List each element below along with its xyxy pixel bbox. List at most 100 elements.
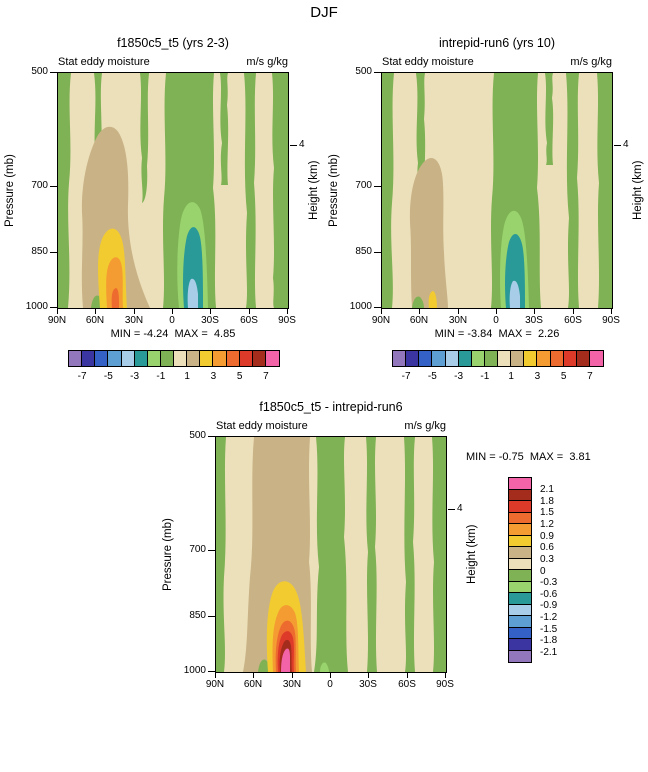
variable-label: Stat eddy moisture (382, 56, 474, 68)
tick-mark (573, 309, 574, 314)
pressure-tick-label: 700 (355, 180, 372, 191)
colorbar-tick-label: -7 (401, 371, 411, 382)
contour-region (106, 257, 123, 308)
colorbar-cell (432, 351, 446, 366)
colorbar-cell (509, 501, 531, 513)
tick-mark (381, 309, 382, 314)
tick-mark (368, 673, 369, 678)
colorbar-tick-label: 1.2 (540, 519, 554, 530)
lat-tick-label: 60N (409, 315, 429, 326)
negative-core (500, 210, 529, 308)
colorbar-tick-label: 7 (587, 371, 593, 382)
pressure-tick-label: 1000 (25, 301, 48, 312)
lat-tick-label: 30S (359, 679, 377, 690)
colorbar-tick-label: 5 (560, 371, 567, 382)
lat-tick-label: 90N (47, 315, 67, 326)
contour-region (597, 73, 612, 308)
contour-region (428, 291, 437, 308)
units-label: m/s g/kg (570, 56, 612, 68)
colorbar-tick-label: 0.6 (540, 542, 554, 554)
colorbar-cell (82, 351, 96, 366)
tick-mark (611, 309, 612, 314)
contour-plot (57, 72, 289, 309)
contour-region (545, 73, 554, 165)
contour-region (258, 659, 270, 672)
tick-mark (330, 673, 331, 678)
colorbar-tick-label: 7 (263, 371, 269, 382)
colorbar-tick-label: 2.1 (540, 484, 554, 496)
units-label: m/s g/kg (404, 420, 446, 432)
colorbar-horizontal: -7 -5 -3 -1 1 3 5 7 (68, 350, 282, 388)
colorbar-cell (393, 351, 407, 366)
minmax-stats: MIN = -3.84 MAX = 2.26 (434, 328, 560, 340)
tick-mark (208, 616, 215, 617)
lat-tick-label: 90N (371, 315, 391, 326)
height-tick-label: 4 (457, 503, 463, 514)
tick-mark (290, 145, 297, 146)
contour-field (58, 73, 288, 308)
colorbar-tick-label: -1 (480, 371, 490, 382)
panel-title: intrepid-run6 (yrs 10) (438, 36, 555, 50)
contour-plot (215, 436, 447, 673)
pressure-tick-label: 850 (189, 610, 206, 621)
contour-region (314, 437, 348, 672)
colorbar (508, 477, 532, 663)
contour-region (140, 73, 149, 203)
contour-region (566, 73, 579, 308)
tick-mark (210, 309, 211, 314)
colorbar-tick-label: 1 (508, 371, 514, 382)
colorbar-cell (458, 351, 472, 366)
colorbar-tick-label: -1 (156, 371, 166, 382)
negative-core (177, 202, 208, 308)
colorbar-cell (226, 351, 240, 366)
colorbar-cell (509, 524, 531, 536)
colorbar-tick-label: 3 (534, 371, 541, 382)
tick-mark (374, 252, 381, 253)
lat-tick-label: 60N (85, 315, 105, 326)
colorbar-cell (498, 351, 512, 366)
colorbar-cell (509, 489, 531, 501)
positive-core (428, 291, 437, 308)
lat-tick-label: 90S (436, 679, 454, 690)
colorbar-cell (406, 351, 420, 366)
colorbar-cell (509, 535, 531, 547)
lat-tick-label: 0 (493, 315, 499, 326)
colorbar-cell (187, 351, 201, 366)
colorbar-tick-label: -1.8 (540, 635, 558, 647)
tick-mark (374, 307, 381, 308)
colorbar-cell (589, 351, 603, 366)
lat-tick-label: 30S (201, 315, 219, 326)
pressure-tick-label: 500 (355, 66, 372, 77)
colorbar-cell (95, 351, 109, 366)
tick-mark (50, 186, 57, 187)
tick-mark (134, 309, 135, 314)
pressure-tick-label: 850 (355, 246, 372, 257)
tick-mark (208, 671, 215, 672)
colorbar-tick-label: -0.3 (540, 577, 558, 589)
pressure-tick-label: 1000 (183, 665, 206, 676)
positive-core (266, 581, 306, 672)
tick-mark (208, 436, 215, 437)
colorbar-horizontal: -7 -5 -3 -1 1 3 5 7 (392, 350, 606, 388)
contour-region (220, 73, 229, 185)
colorbar-cell (563, 351, 577, 366)
colorbar-tick-label: -2.1 (540, 646, 558, 658)
tick-mark (50, 307, 57, 308)
contour-field (382, 73, 612, 308)
lat-tick-label: 30S (525, 315, 543, 326)
pressure-tick-label: 1000 (349, 301, 372, 312)
colorbar-cell (576, 351, 590, 366)
colorbar-cell (509, 604, 531, 616)
colorbar-cell (445, 351, 459, 366)
contour-region (187, 278, 198, 308)
colorbar-cell (509, 616, 531, 628)
green-surface-patch (412, 296, 424, 308)
colorbar-cell (134, 351, 148, 366)
colorbar-cell (147, 351, 161, 366)
tick-mark (458, 309, 459, 314)
contour-region (111, 288, 119, 308)
pressure-tick-label: 500 (189, 430, 206, 441)
colorbar-cell (69, 351, 83, 366)
tick-mark (374, 72, 381, 73)
colorbar-vertical: 2.1 1.8 1.5 1.2 0.9 0.6 0.3 0 -0.3 -0.6 -0.9 -1.2 -1… (508, 477, 580, 671)
